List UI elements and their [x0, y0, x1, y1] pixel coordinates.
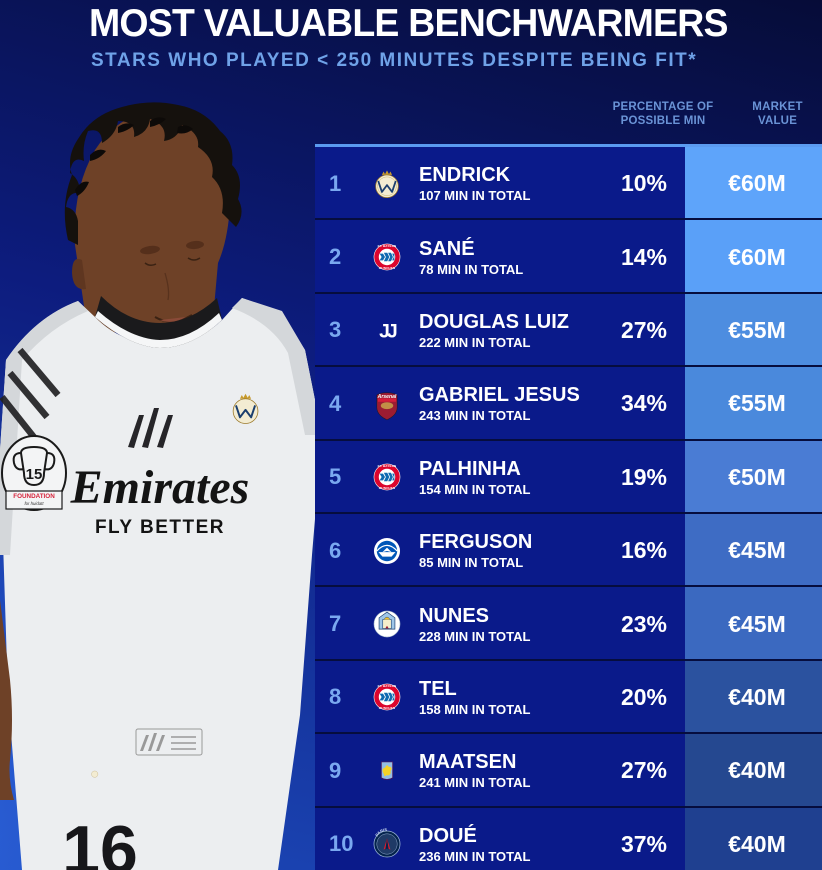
svg-text:MUNCHEN: MUNCHEN: [379, 706, 396, 710]
svg-text:MUNCHEN: MUNCHEN: [379, 486, 396, 490]
svg-text:16: 16: [62, 812, 138, 870]
svg-text:MUNCHEN: MUNCHEN: [379, 266, 396, 270]
svg-text:15: 15: [26, 466, 43, 483]
svg-text:FOUNDATION: FOUNDATION: [13, 493, 55, 500]
svg-text:FC BAYERN: FC BAYERN: [378, 464, 397, 468]
svg-text:FC BAYERN: FC BAYERN: [378, 244, 397, 248]
svg-text:Emirates: Emirates: [70, 461, 250, 514]
svg-text:FLY BETTER: FLY BETTER: [95, 517, 225, 538]
svg-text:JJ: JJ: [379, 322, 397, 343]
svg-text:for huidatt: for huidatt: [24, 501, 44, 506]
svg-text:Arsenal: Arsenal: [377, 394, 397, 400]
svg-text:FC BAYERN: FC BAYERN: [378, 684, 397, 688]
